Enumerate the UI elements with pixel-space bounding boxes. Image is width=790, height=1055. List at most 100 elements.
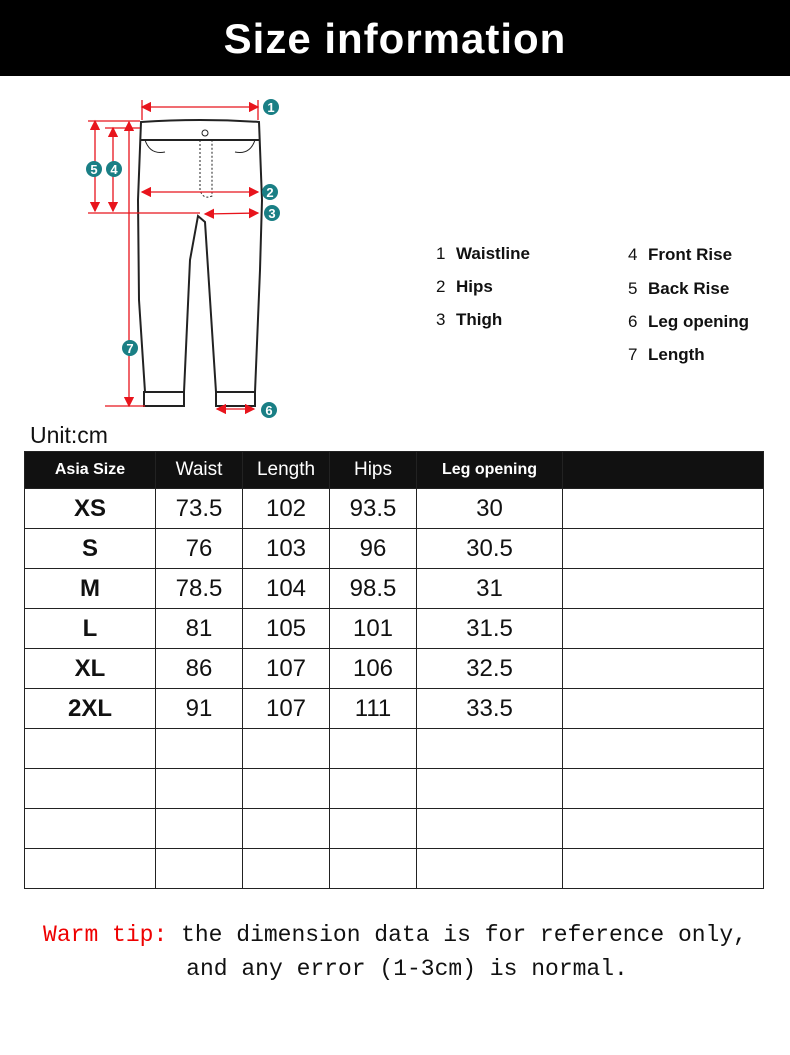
table-row <box>24 808 764 849</box>
table-cell: 73.5 <box>155 488 243 529</box>
table-cell <box>562 528 764 569</box>
table-cell <box>562 728 764 769</box>
table-cell <box>155 768 243 809</box>
svg-text:3: 3 <box>268 206 275 221</box>
table-cell: 98.5 <box>329 568 417 609</box>
table-cell <box>416 808 563 849</box>
svg-text:2: 2 <box>266 185 273 200</box>
table-cell <box>24 768 156 809</box>
table-cell: S <box>24 528 156 569</box>
svg-text:7: 7 <box>126 341 133 356</box>
table-cell: 103 <box>242 528 330 569</box>
table-cell: 101 <box>329 608 417 649</box>
table-cell: XL <box>24 648 156 689</box>
table-cell <box>24 808 156 849</box>
header-waist: Waist <box>155 451 243 489</box>
table-row: XL 86 107 106 32.5 <box>24 648 764 689</box>
table-cell <box>242 728 330 769</box>
table-cell: 2XL <box>24 688 156 729</box>
banner-title: Size information <box>0 0 790 76</box>
header-empty <box>562 451 764 489</box>
table-cell: 104 <box>242 568 330 609</box>
table-cell <box>562 688 764 729</box>
pants-outline <box>136 119 264 407</box>
table-cell: 76 <box>155 528 243 569</box>
table-cell: 105 <box>242 608 330 649</box>
marker-3: 3 <box>264 205 280 221</box>
table-row: S 76 103 96 30.5 <box>24 528 764 569</box>
table-cell: 81 <box>155 608 243 649</box>
table-row: L 81 105 101 31.5 <box>24 608 764 649</box>
table-cell <box>562 808 764 849</box>
size-table: Asia Size Waist Length Hips Leg opening … <box>24 451 764 889</box>
table-cell: 32.5 <box>416 648 563 689</box>
warm-tip-line-2: and any error (1-3cm) is normal. <box>186 956 628 982</box>
legend-item-front-rise: 4 Front Rise <box>628 245 733 264</box>
header-size: Asia Size <box>24 451 156 489</box>
table-cell: 33.5 <box>416 688 563 729</box>
table-cell <box>562 648 764 689</box>
table-cell: 31 <box>416 568 563 609</box>
header-length: Length <box>242 451 330 489</box>
table-cell: 106 <box>329 648 417 689</box>
legend-item-back-rise: 5 Back Rise <box>628 279 730 298</box>
table-cell: XS <box>24 488 156 529</box>
svg-text:1: 1 <box>267 100 274 115</box>
table-cell <box>24 728 156 769</box>
table-cell: 93.5 <box>329 488 417 529</box>
table-cell: 91 <box>155 688 243 729</box>
header-hips: Hips <box>329 451 417 489</box>
table-cell: 102 <box>242 488 330 529</box>
table-cell <box>416 768 563 809</box>
marker-5: 5 <box>86 161 102 177</box>
table-cell <box>242 848 330 889</box>
table-row <box>24 728 764 769</box>
header-leg-opening: Leg opening <box>416 451 563 489</box>
legend-item-thigh: 3 Thigh <box>436 310 503 329</box>
unit-label: Unit:cm <box>30 422 108 448</box>
table-row: XS 73.5 102 93.5 30 <box>24 488 764 529</box>
table-row <box>24 768 764 809</box>
marker-2: 2 <box>262 184 278 200</box>
table-cell: L <box>24 608 156 649</box>
table-cell <box>562 608 764 649</box>
table-cell <box>562 488 764 529</box>
table-cell: 86 <box>155 648 243 689</box>
table-cell <box>155 848 243 889</box>
legend-item-waistline: 1 Waistline <box>436 244 530 263</box>
marker-1: 1 <box>263 99 279 115</box>
table-cell: 107 <box>242 688 330 729</box>
table-cell <box>155 808 243 849</box>
warm-tip-label: Warm tip: <box>43 922 168 948</box>
legend-item-hips: 2 Hips <box>436 277 493 296</box>
svg-text:4: 4 <box>110 162 118 177</box>
marker-4: 4 <box>106 161 122 177</box>
table-cell: 111 <box>329 688 417 729</box>
svg-text:5: 5 <box>90 162 97 177</box>
marker-7: 7 <box>122 340 138 356</box>
table-cell <box>329 728 417 769</box>
table-cell <box>416 848 563 889</box>
table-header: Asia Size Waist Length Hips Leg opening <box>24 451 764 489</box>
table-cell <box>416 728 563 769</box>
table-cell: M <box>24 568 156 609</box>
table-cell: 31.5 <box>416 608 563 649</box>
table-cell: 96 <box>329 528 417 569</box>
table-cell: 30.5 <box>416 528 563 569</box>
table-cell <box>329 768 417 809</box>
table-cell <box>24 848 156 889</box>
table-row: 2XL 91 107 111 33.5 <box>24 688 764 729</box>
table-row <box>24 848 764 889</box>
table-cell: 30 <box>416 488 563 529</box>
warm-tip-line-1: Warm tip: the dimension data is for refe… <box>43 922 747 948</box>
table-cell <box>329 808 417 849</box>
table-cell <box>242 768 330 809</box>
table-cell <box>562 768 764 809</box>
table-row: M 78.5 104 98.5 31 <box>24 568 764 609</box>
marker-6: 6 <box>261 402 277 418</box>
table-cell <box>242 808 330 849</box>
table-cell <box>329 848 417 889</box>
table-cell: 78.5 <box>155 568 243 609</box>
legend-item-leg-opening: 6 Leg opening <box>628 312 750 331</box>
svg-text:6: 6 <box>265 403 272 418</box>
